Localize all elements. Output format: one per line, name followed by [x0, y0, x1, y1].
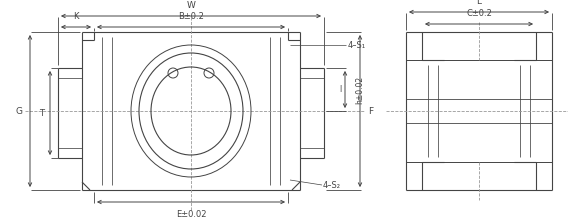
- Text: L: L: [477, 0, 482, 6]
- Text: 4–S₁: 4–S₁: [348, 40, 366, 50]
- Text: W: W: [186, 1, 195, 10]
- Text: F: F: [368, 106, 373, 116]
- Text: 4–S₂: 4–S₂: [323, 180, 341, 189]
- Text: B±0.2: B±0.2: [178, 12, 204, 21]
- Text: G: G: [15, 106, 22, 116]
- Text: K: K: [73, 12, 79, 21]
- Text: E±0.02: E±0.02: [176, 210, 206, 219]
- Text: T: T: [39, 108, 44, 117]
- Text: C±0.2: C±0.2: [466, 9, 492, 18]
- Text: h±0.02: h±0.02: [355, 75, 364, 104]
- Text: l: l: [339, 85, 341, 94]
